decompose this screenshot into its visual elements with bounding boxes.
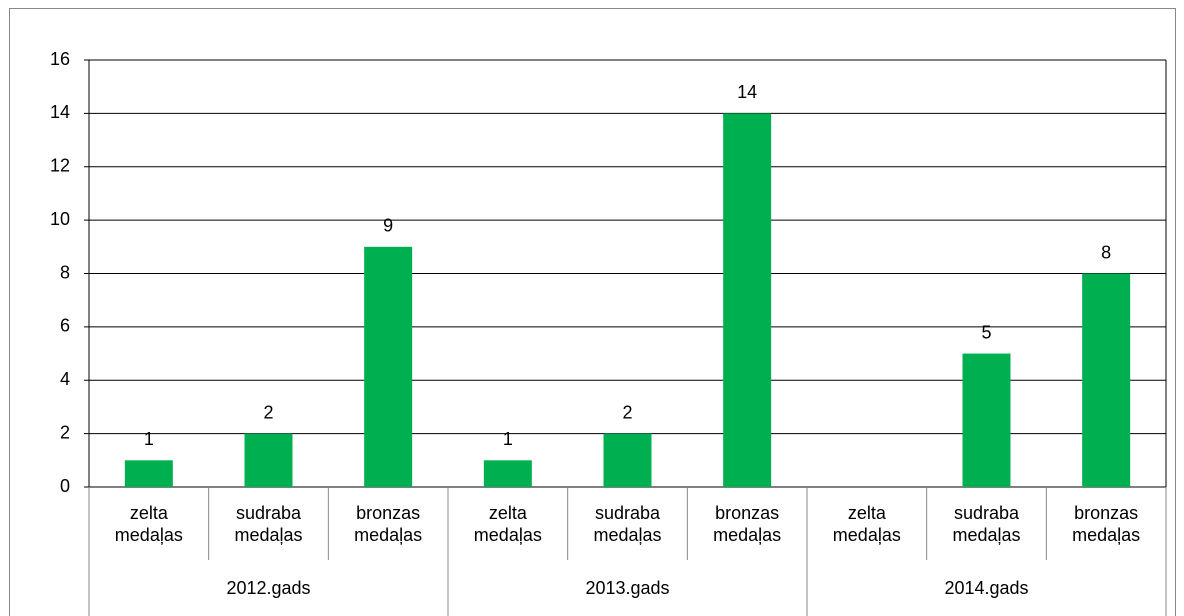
y-tick-label: 4 <box>60 369 70 389</box>
data-label: 5 <box>981 322 991 342</box>
group-label: 2014.gads <box>944 578 1029 598</box>
y-tick-label: 10 <box>50 209 70 229</box>
data-label: 1 <box>503 429 513 449</box>
x-tick-label: bronzas medaļas <box>354 502 423 545</box>
data-label: 9 <box>383 216 393 236</box>
bar <box>1082 273 1131 487</box>
y-tick-label: 0 <box>60 476 70 496</box>
data-label: 8 <box>1101 242 1111 262</box>
group-label: 2012.gads <box>226 578 311 598</box>
y-tick-label: 8 <box>60 262 70 282</box>
bar <box>962 353 1011 487</box>
x-tick-label: zelta medaļas <box>473 502 542 545</box>
y-tick-label: 12 <box>50 156 70 176</box>
bar <box>124 460 173 487</box>
chart-border <box>9 8 1176 616</box>
x-tick-label: bronzas medaļas <box>713 502 782 545</box>
x-tick-label: zelta medaļas <box>114 502 183 545</box>
y-tick-label: 6 <box>60 316 70 336</box>
y-tick-label: 14 <box>50 102 70 122</box>
data-label: 2 <box>263 402 273 422</box>
x-tick-label: bronzas medaļas <box>1072 502 1141 545</box>
x-tick-label: sudraba medaļas <box>593 502 662 545</box>
bar <box>244 433 293 487</box>
x-tick-label: sudraba medaļas <box>952 502 1021 545</box>
x-tick-label: zelta medaļas <box>832 502 901 545</box>
bar <box>603 433 652 487</box>
bar <box>364 246 413 487</box>
x-tick-label: sudraba medaļas <box>234 502 303 545</box>
data-label: 2 <box>622 402 632 422</box>
bar <box>723 113 772 487</box>
y-tick-label: 2 <box>60 422 70 442</box>
bar <box>483 460 532 487</box>
y-tick-label: 16 <box>50 49 70 69</box>
data-label: 14 <box>737 82 757 102</box>
data-label: 1 <box>144 429 154 449</box>
group-label: 2013.gads <box>585 578 670 598</box>
